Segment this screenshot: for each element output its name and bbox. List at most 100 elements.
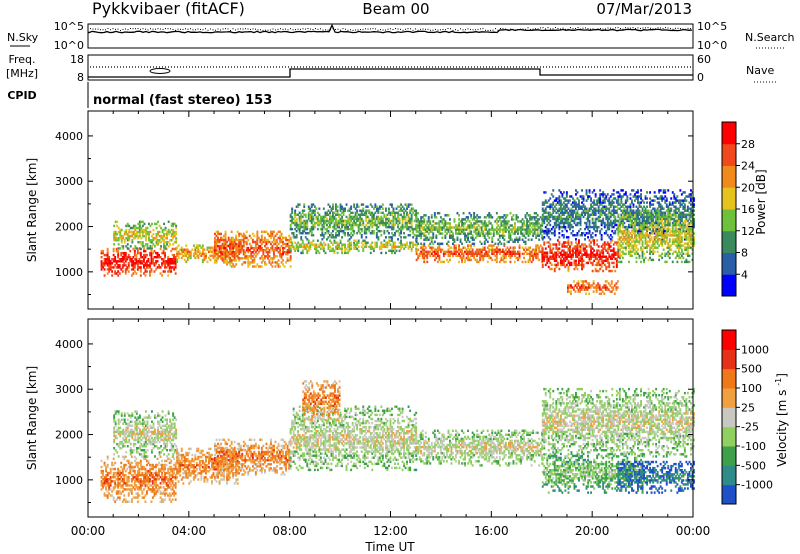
echo-cell <box>524 216 527 219</box>
echo-cell <box>312 227 315 231</box>
echo-cell <box>227 238 230 242</box>
echo-cell <box>553 257 556 261</box>
echo-cell <box>322 236 325 239</box>
echo-cell <box>658 205 661 208</box>
echo-cell <box>171 260 174 263</box>
echo-cell <box>149 253 151 257</box>
echo-cell <box>488 214 491 217</box>
echo-cell <box>492 232 495 235</box>
echo-cell <box>176 258 179 262</box>
echo-cell <box>567 221 570 225</box>
echo-cell <box>271 249 274 252</box>
echo-cell <box>221 242 224 246</box>
echo-cell <box>152 251 154 255</box>
echo-cell <box>236 251 239 254</box>
echo-cell <box>532 234 535 237</box>
echo-cell <box>350 227 353 231</box>
echo-cell <box>524 246 527 249</box>
noise-dot <box>342 28 344 30</box>
echo-cell <box>631 209 633 212</box>
echo-cell <box>105 258 108 261</box>
echo-cell <box>338 243 341 246</box>
echo-cell <box>432 232 435 235</box>
echo-cell <box>673 197 676 200</box>
echo-cell <box>569 213 571 217</box>
echo-cell <box>394 245 396 249</box>
echo-cell <box>295 245 298 249</box>
echo-cell <box>223 242 226 246</box>
echo-cell <box>144 253 147 257</box>
echo-cell <box>123 256 126 259</box>
echo-cell <box>679 189 682 192</box>
echo-cell <box>354 221 357 225</box>
echo-cell <box>461 250 464 254</box>
echo-cell <box>138 224 141 228</box>
echo-cell <box>251 261 254 264</box>
echo-cell <box>406 205 409 208</box>
noise-dot <box>352 29 354 31</box>
echo-cell <box>357 249 360 253</box>
noise-dot <box>420 28 421 30</box>
echo-cell <box>223 248 226 251</box>
echo-cell <box>624 205 627 208</box>
echo-cell <box>602 243 605 246</box>
echo-cell <box>433 250 436 254</box>
echo-cell <box>564 265 567 269</box>
echo-cell <box>254 244 257 248</box>
echo-cell <box>245 255 248 258</box>
noise-dot <box>567 28 569 30</box>
echo-cell <box>260 234 263 238</box>
echo-cell <box>568 286 571 289</box>
echo-cell <box>298 215 301 219</box>
echo-cell <box>381 245 384 249</box>
echo-cell <box>304 215 307 219</box>
echo-cell <box>165 262 168 265</box>
echo-cell <box>508 220 510 223</box>
echo-cell <box>596 239 599 242</box>
echo-cell <box>569 249 571 252</box>
echo-cell <box>593 243 596 246</box>
echo-cell <box>220 253 223 256</box>
noise-dot <box>115 28 116 30</box>
noise-dot <box>507 29 509 31</box>
echo-cell <box>435 236 438 239</box>
echo-cell <box>683 207 686 210</box>
noise-dot <box>122 28 124 30</box>
echo-cell <box>514 260 516 264</box>
echo-cell <box>113 237 116 240</box>
echo-cell <box>392 207 395 210</box>
echo-cell <box>517 250 519 254</box>
echo-cell <box>477 216 480 219</box>
echo-cell <box>407 245 410 249</box>
echo-cell <box>591 239 594 242</box>
echo-cell <box>230 259 233 262</box>
echo-cell <box>567 286 569 289</box>
echo-cell <box>400 227 403 231</box>
echo-cell <box>297 245 300 249</box>
echo-cell <box>336 213 339 217</box>
echo-cell <box>245 246 248 250</box>
echo-cell <box>561 195 564 198</box>
echo-cell <box>539 250 542 254</box>
echo-cell <box>426 236 429 239</box>
echo-cell <box>170 222 173 226</box>
echo-cell <box>369 251 372 255</box>
echo-cell <box>152 260 154 263</box>
echo-cell <box>680 215 683 219</box>
echo-cell <box>426 222 429 225</box>
echo-cell <box>509 250 512 254</box>
echo-cell <box>459 228 462 231</box>
echo-cell <box>676 211 679 215</box>
echo-cell <box>536 244 539 247</box>
echo-cell <box>128 237 131 240</box>
echo-cell <box>533 222 536 225</box>
echo-cell <box>149 272 151 275</box>
echo-cell <box>375 236 378 239</box>
echo-cell <box>164 247 167 250</box>
echo-cell <box>230 240 233 244</box>
echo-cell <box>579 249 582 252</box>
echo-cell <box>421 248 424 251</box>
freq-panel: Freq. [MHz] 18 8 60 0 Nave <box>6 53 778 84</box>
echo-cell <box>221 251 224 254</box>
echo-cell <box>661 207 664 210</box>
